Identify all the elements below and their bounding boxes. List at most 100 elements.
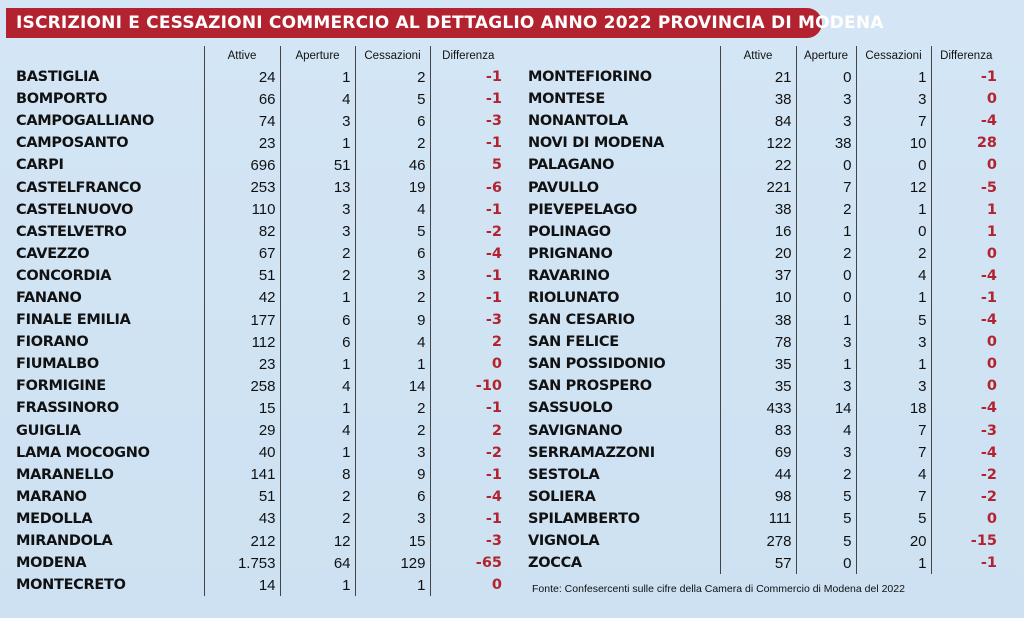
table-row: MONTEFIORINO 21 0 1 -1 [524, 66, 1001, 89]
aperture-value: 4 [279, 375, 355, 398]
attive-value: 141 [203, 463, 280, 486]
attive-value: 29 [203, 419, 280, 442]
aperture-value: 2 [279, 485, 355, 508]
comune-name: NONANTOLA [528, 113, 628, 130]
differenza-value: 2 [429, 331, 506, 354]
comune-name: CARPI [16, 157, 64, 174]
cessazioni-value: 3 [354, 441, 430, 464]
table-row: POLINAGO 16 1 0 1 [524, 220, 1001, 243]
differenza-value: -4 [930, 309, 1001, 332]
aperture-value: 2 [279, 264, 355, 287]
comune-name: CASTELVETRO [16, 223, 127, 240]
cessazioni-value: 5 [354, 88, 430, 111]
table-row: CASTELVETRO 82 3 5 -2 [12, 220, 506, 243]
aperture-value: 5 [795, 485, 856, 508]
comune-name: MODENA [16, 555, 87, 572]
attive-value: 10 [719, 286, 796, 310]
aperture-value: 2 [279, 507, 355, 530]
attive-value: 696 [203, 154, 280, 177]
comune-name: SERRAMAZZONI [528, 444, 655, 461]
table-row: CASTELNUOVO 110 3 4 -1 [12, 198, 506, 221]
differenza-value: -4 [429, 242, 506, 265]
differenza-value: 0 [930, 154, 1001, 177]
table-row: FORMIGINE 258 4 14 -10 [12, 375, 506, 398]
differenza-value: -15 [930, 529, 1001, 553]
attive-value: 37 [719, 264, 796, 287]
aperture-value: 0 [795, 286, 856, 310]
comune-name: SOLIERA [528, 488, 596, 505]
table-row: MODENA 1.753 64 129 -65 [12, 552, 506, 575]
cessazioni-value: 3 [855, 375, 931, 398]
comune-name: BOMPORTO [16, 91, 108, 108]
comune-name: LAMA MOCOGNO [16, 444, 150, 461]
comune-name: FINALE EMILIA [16, 312, 131, 329]
table-row: CAMPOSANTO 23 1 2 -1 [12, 132, 506, 155]
comune-name: POLINAGO [528, 223, 611, 240]
aperture-value: 6 [279, 309, 355, 332]
aperture-value: 2 [795, 242, 856, 265]
cessazioni-value: 7 [855, 441, 931, 464]
aperture-value: 0 [795, 154, 856, 177]
aperture-value: 1 [795, 309, 856, 332]
cessazioni-value: 18 [855, 397, 931, 420]
cessazioni-value: 19 [354, 176, 430, 199]
table-row: MARANELLO 141 8 9 -1 [12, 463, 506, 486]
table-row: CAMPOGALLIANO 74 3 6 -3 [12, 110, 506, 133]
cessazioni-value: 7 [855, 110, 931, 133]
table-row: MIRANDOLA 212 12 15 -3 [12, 529, 506, 553]
attive-value: 20 [719, 242, 796, 265]
cessazioni-value: 6 [354, 485, 430, 508]
table-row: PRIGNANO 20 2 2 0 [524, 242, 1001, 265]
comune-name: SESTOLA [528, 466, 600, 483]
differenza-value: -1 [930, 66, 1001, 89]
aperture-value: 3 [795, 331, 856, 354]
table-row: VIGNOLA 278 5 20 -15 [524, 529, 1001, 553]
attive-value: 43 [203, 507, 280, 530]
header-aperture: Aperture [795, 46, 856, 66]
table-row: SAN PROSPERO 35 3 3 0 [524, 375, 1001, 398]
comune-name: PIEVEPELAGO [528, 201, 637, 218]
attive-value: 221 [719, 176, 796, 199]
table-row: RIOLUNATO 10 0 1 -1 [524, 286, 1001, 310]
aperture-value: 4 [279, 88, 355, 111]
attive-value: 253 [203, 176, 280, 199]
comune-name: SAN POSSIDONIO [528, 356, 666, 373]
attive-value: 111 [719, 507, 796, 530]
table-row: CASTELFRANCO 253 13 19 -6 [12, 176, 506, 199]
cessazioni-value: 9 [354, 463, 430, 486]
table-row: PALAGANO 22 0 0 0 [524, 154, 1001, 177]
cessazioni-value: 1 [855, 286, 931, 310]
differenza-value: -1 [429, 507, 506, 530]
cessazioni-value: 4 [354, 331, 430, 354]
differenza-value: 0 [930, 242, 1001, 265]
cessazioni-value: 2 [354, 419, 430, 442]
comune-name: CASTELFRANCO [16, 179, 142, 196]
differenza-value: -1 [429, 88, 506, 111]
comune-name: SASSUOLO [528, 400, 613, 417]
comune-name: PAVULLO [528, 179, 599, 196]
comune-name: RAVARINO [528, 267, 610, 284]
cessazioni-value: 3 [354, 264, 430, 287]
table-row: GUIGLIA 29 4 2 2 [12, 419, 506, 442]
cessazioni-value: 2 [354, 397, 430, 420]
cessazioni-value: 0 [855, 154, 931, 177]
comune-name: SAN FELICE [528, 334, 619, 351]
cessazioni-value: 7 [855, 485, 931, 508]
table-row: CONCORDIA 51 2 3 -1 [12, 264, 506, 287]
cessazioni-value: 12 [855, 176, 931, 199]
differenza-value: -3 [429, 529, 506, 553]
table-row: FIUMALBO 23 1 1 0 [12, 353, 506, 376]
cessazioni-value: 2 [354, 286, 430, 310]
attive-value: 69 [719, 441, 796, 464]
comune-name: PRIGNANO [528, 245, 613, 262]
header-differenza: Differenza [930, 46, 1001, 66]
table-row: NONANTOLA 84 3 7 -4 [524, 110, 1001, 133]
aperture-value: 51 [279, 154, 355, 177]
header-differenza: Differenza [429, 46, 506, 66]
comune-name: FORMIGINE [16, 378, 106, 395]
cessazioni-value: 1 [855, 198, 931, 221]
differenza-value: -10 [429, 375, 506, 398]
attive-value: 16 [719, 220, 796, 243]
differenza-value: -3 [429, 110, 506, 133]
cessazioni-value: 5 [855, 309, 931, 332]
